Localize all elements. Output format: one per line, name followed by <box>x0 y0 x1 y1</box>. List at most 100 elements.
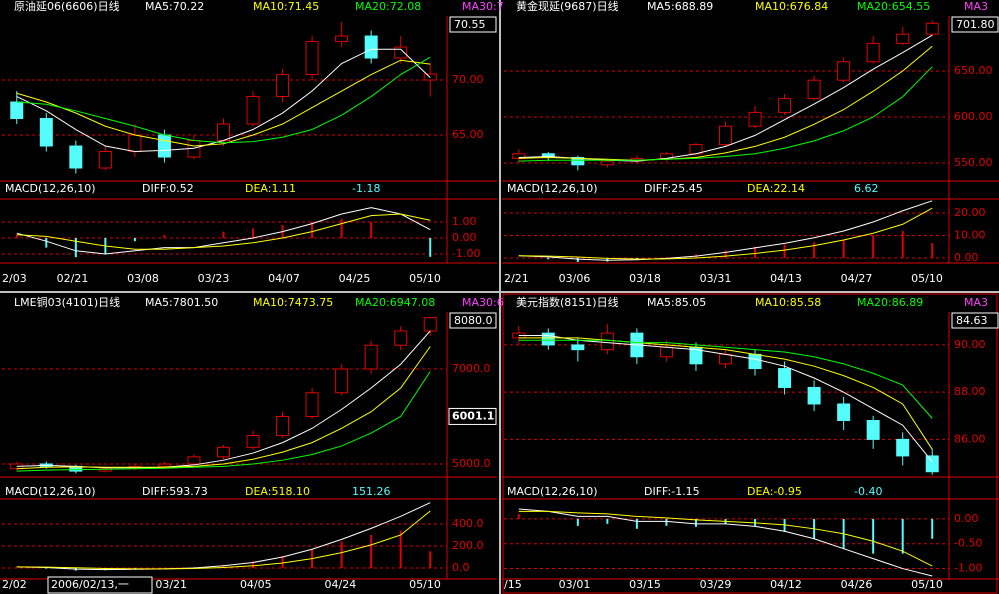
x-tick-label: 03/29 <box>700 578 732 591</box>
ma-label: MA10:676.84 <box>755 0 828 13</box>
candle-body <box>837 61 851 81</box>
price-box <box>449 312 497 329</box>
macd-line <box>518 508 933 577</box>
macd-line <box>16 502 431 571</box>
candle-body <box>748 111 762 127</box>
cursor-price-box <box>448 407 497 425</box>
candle-body <box>866 42 880 63</box>
ma-line <box>518 66 933 162</box>
candle-body <box>600 332 614 351</box>
price-box <box>951 312 999 329</box>
y-tick-label: 0.00 <box>452 231 477 244</box>
macd-label: DEA:-0.95 <box>747 485 802 498</box>
candle-body <box>571 156 585 166</box>
candle-body <box>866 420 880 440</box>
candle-body <box>807 79 821 100</box>
ma-label: MA20:86.89 <box>857 296 923 309</box>
candle-body <box>246 434 260 448</box>
ma-label: MA5:688.89 <box>647 0 713 13</box>
x-tick-label: 03/18 <box>629 272 661 285</box>
y-tick-label: -0.50 <box>954 537 982 550</box>
cursor-price: 6001.1 <box>452 409 494 422</box>
candle-body <box>748 353 762 370</box>
x-tick-label: 03/08 <box>127 272 159 285</box>
ma-label: MA5:85.05 <box>647 296 706 309</box>
ma-line <box>518 45 933 161</box>
ma-label: MA10:7473.75 <box>253 296 333 309</box>
candle-body <box>394 330 408 346</box>
x-tick-label: 04/26 <box>841 578 873 591</box>
y-tick-label: 90.00 <box>954 338 986 351</box>
macd-line <box>16 213 431 250</box>
x-tick-label: 04/25 <box>339 272 371 285</box>
price-box-label: 701.80 <box>956 18 995 31</box>
ma-line <box>16 59 431 147</box>
y-tick-label: 0.00 <box>954 251 979 264</box>
y-tick-label: 550.00 <box>954 156 993 169</box>
macd-line <box>518 510 933 567</box>
x-tick-label: 04/13 <box>770 272 802 285</box>
macd-title: MACD(12,26,10) <box>5 182 96 195</box>
cursor-date: 2006/02/13,一 <box>51 578 129 591</box>
macd-line <box>16 510 431 570</box>
macd-line <box>518 200 933 261</box>
candle-body <box>305 392 319 417</box>
ma-line <box>518 339 933 419</box>
macd-label: DIFF:25.45 <box>644 182 703 195</box>
macd-label: DEA:22.14 <box>747 182 805 195</box>
x-tick-label: /15 <box>504 578 522 591</box>
macd-label: 6.62 <box>854 182 879 195</box>
candle-body <box>128 134 142 153</box>
ma-label: MA20:72.08 <box>355 0 421 13</box>
candle-body <box>187 456 201 465</box>
macd-label: DEA:1.11 <box>245 182 296 195</box>
x-tick-label: 2/21 <box>504 272 529 285</box>
macd-title: MACD(12,26,10) <box>507 182 598 195</box>
x-tick-label: 2/02 <box>2 578 27 591</box>
price-box <box>449 16 497 33</box>
x-tick-label: 03/06 <box>559 272 591 285</box>
price-box-label: 84.63 <box>956 314 988 327</box>
ma-label: MA30:7 <box>462 0 504 13</box>
x-tick-label: 04/27 <box>841 272 873 285</box>
y-tick-label: 7000.0 <box>452 362 491 375</box>
panel-title: 美元指数(8151)日线 <box>516 295 619 309</box>
ma-label: MA3 <box>964 0 988 13</box>
candle-body <box>335 35 349 43</box>
candle-body <box>541 332 555 346</box>
ma-line <box>518 337 933 450</box>
candle-body <box>98 151 112 169</box>
y-tick-label: 650.00 <box>954 64 993 77</box>
candle-body <box>719 353 732 365</box>
x-tick-label: 02/21 <box>57 272 89 285</box>
x-tick-label: 05/10 <box>911 578 943 591</box>
candle-body <box>276 74 290 98</box>
macd-label: DIFF:-1.15 <box>644 485 700 498</box>
x-tick-label: 05/10 <box>409 272 441 285</box>
candle-body <box>217 123 230 142</box>
y-tick-label: 0.0 <box>452 561 470 574</box>
x-tick-label: 04/05 <box>240 578 272 591</box>
macd-title: MACD(12,26,10) <box>507 485 598 498</box>
y-tick-label: 200.0 <box>452 539 484 552</box>
price-box-label: 8080.0 <box>454 314 493 327</box>
ma-label: MA5:7801.50 <box>145 296 218 309</box>
candle-body <box>719 125 732 146</box>
candle-body <box>837 403 851 422</box>
y-tick-label: 5000.0 <box>452 457 491 470</box>
price-box <box>951 16 999 33</box>
x-tick-label: 03/01 <box>559 578 591 591</box>
candle-body <box>157 134 171 158</box>
candle-body <box>659 346 673 358</box>
candle-body <box>246 96 260 125</box>
ma-label: MA5:70.22 <box>145 0 204 13</box>
candle-body <box>571 344 585 351</box>
x-tick-label: 03/23 <box>198 272 230 285</box>
candle-body <box>217 446 230 458</box>
panel-title: 原油延06(6606)日线 <box>14 0 120 13</box>
candle-body <box>10 101 24 120</box>
macd-label: DEA:518.10 <box>245 485 310 498</box>
candle-body <box>896 33 910 44</box>
candle-body <box>807 386 821 405</box>
